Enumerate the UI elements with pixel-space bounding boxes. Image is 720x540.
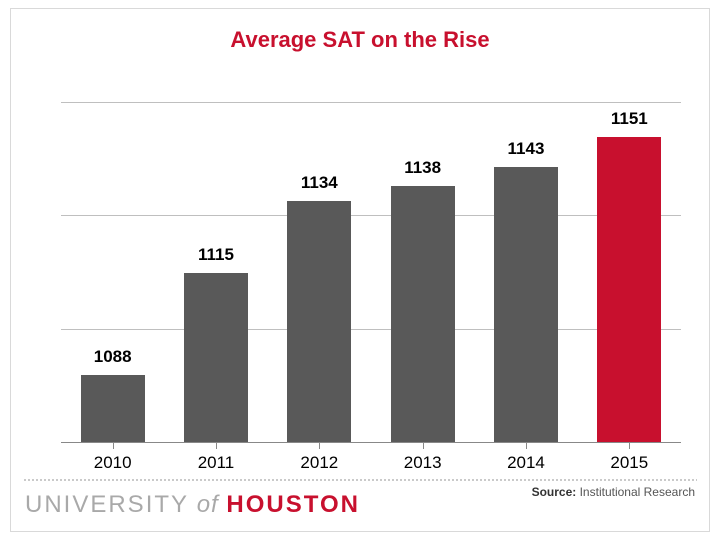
x-tick: [268, 443, 371, 449]
chart-card: Average SAT on the Rise 1088 1115 1134 1138…: [10, 8, 710, 532]
bar-value-label: 1138: [404, 158, 441, 178]
logo-of: of: [189, 491, 226, 518]
x-tick: [474, 443, 577, 449]
bar: 1143: [494, 167, 558, 443]
x-axis-label: 2014: [474, 453, 577, 473]
chart-title: Average SAT on the Rise: [11, 9, 709, 53]
bar: 1115: [184, 273, 248, 443]
bar-slot: 1138: [371, 103, 474, 443]
bar-slot: 1151: [578, 103, 681, 443]
x-axis-labels: 201020112012201320142015: [61, 453, 681, 473]
logo-university: UNIVERSITY: [25, 491, 189, 518]
bar-slot: 1115: [164, 103, 267, 443]
plot-area: 1088 1115 1134 1138 1143 1151: [61, 103, 681, 443]
bar-slot: 1088: [61, 103, 164, 443]
bar-value-label: 1134: [301, 173, 338, 193]
x-axis-label: 2015: [578, 453, 681, 473]
bar-slot: 1134: [268, 103, 371, 443]
bar: 1138: [391, 186, 455, 443]
x-axis-label: 2011: [164, 453, 267, 473]
footer-separator: [23, 479, 697, 481]
bars-container: 1088 1115 1134 1138 1143 1151: [61, 103, 681, 443]
x-tick: [371, 443, 474, 449]
x-tick: [578, 443, 681, 449]
bar-slot: 1143: [474, 103, 577, 443]
bar: 1088: [81, 375, 145, 443]
bar: 1151: [597, 137, 661, 443]
university-logo: UNIVERSITY of HOUSTON: [25, 491, 360, 519]
x-axis-ticks: [61, 443, 681, 449]
x-tick: [61, 443, 164, 449]
source-attribution: Source: Institutional Research: [532, 485, 695, 499]
source-label: Source:: [532, 485, 577, 499]
bar-value-label: 1088: [94, 347, 132, 367]
slide-frame: Average SAT on the Rise 1088 1115 1134 1138…: [0, 0, 720, 540]
x-axis-label: 2010: [61, 453, 164, 473]
bar-value-label: 1151: [611, 109, 648, 129]
bar: 1134: [287, 201, 351, 443]
bar-value-label: 1143: [508, 139, 545, 159]
x-axis-label: 2012: [268, 453, 371, 473]
logo-houston: HOUSTON: [226, 491, 360, 518]
source-text: Institutional Research: [576, 485, 695, 499]
x-tick: [164, 443, 267, 449]
bar-value-label: 1115: [198, 245, 234, 265]
x-axis-label: 2013: [371, 453, 474, 473]
